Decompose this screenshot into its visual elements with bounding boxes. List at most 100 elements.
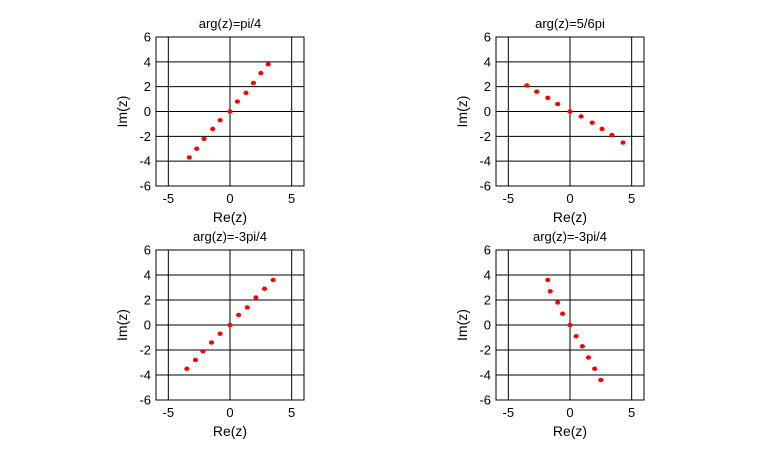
data-point [589, 120, 595, 125]
x-tick-label: 5 [628, 191, 635, 206]
data-point [579, 344, 585, 349]
x-axis-label: Re(z) [553, 423, 587, 439]
data-point [609, 132, 615, 138]
data-point [567, 109, 573, 114]
subplot-4: -6 -4 -2 0 2 4 6 -5 0 5 arg(z)=-3pi/4 Re(z) Im(z) [454, 229, 645, 439]
x-tick-label: -5 [163, 191, 175, 206]
data-point [227, 109, 233, 114]
data-point [253, 295, 259, 300]
plot-frame [155, 249, 305, 401]
y-tick-label: 6 [484, 30, 491, 45]
data-point [599, 126, 605, 132]
plot-frame [495, 249, 645, 401]
x-tick-label: 0 [566, 405, 573, 420]
data-point [184, 366, 190, 371]
x-axis-label: Re(z) [553, 209, 587, 225]
x-tick-label: -5 [503, 191, 515, 206]
y-tick-label: -6 [479, 179, 491, 194]
data-point [210, 126, 216, 132]
data-point [545, 277, 551, 283]
x-tick-label: 0 [566, 191, 573, 206]
y-axis-label: Im(z) [454, 309, 470, 341]
data-point [227, 322, 233, 328]
y-tick-label: -2 [139, 129, 151, 144]
data-point [555, 101, 561, 107]
data-point [555, 300, 561, 305]
x-tick-label: 5 [628, 405, 635, 420]
data-point [217, 331, 223, 336]
y-tick-label: 0 [144, 318, 151, 333]
y-axis-label: Im(z) [454, 96, 470, 128]
data-point [620, 140, 626, 145]
x-axis-label: Re(z) [213, 423, 247, 439]
y-tick-label: 2 [484, 293, 491, 308]
data-point [258, 70, 264, 76]
y-tick-label: -4 [479, 154, 491, 169]
data-point [200, 349, 206, 354]
data-point [578, 114, 584, 119]
y-tick-label: -2 [479, 129, 491, 144]
subplot-title: arg(z)=-3pi/4 [533, 229, 607, 244]
subplot-2: -6 -4 -2 0 2 4 6 -5 0 5 arg(z)=5/6pi Re(z) Im(z) [454, 16, 645, 225]
data-point [598, 377, 604, 383]
data-point [217, 117, 223, 123]
plot-frame [495, 36, 645, 187]
y-tick-label: 2 [144, 79, 151, 94]
data-point [208, 340, 215, 345]
y-tick-label: -6 [139, 179, 151, 194]
x-tick-label: -5 [503, 405, 515, 420]
data-point [201, 136, 207, 142]
y-tick-label: 2 [484, 79, 491, 94]
y-tick-label: 4 [144, 54, 151, 69]
x-tick-label: 0 [226, 191, 233, 206]
x-axis-label: Re(z) [213, 209, 247, 225]
data-point [261, 286, 268, 291]
data-point [270, 277, 276, 283]
y-tick-label: 4 [144, 268, 151, 283]
data-point [192, 357, 199, 363]
x-tick-label: 0 [226, 405, 233, 420]
y-tick-label: 6 [484, 243, 491, 258]
data-point [244, 305, 250, 310]
data-point [524, 83, 530, 88]
data-point [243, 90, 249, 96]
y-tick-label: -6 [139, 393, 151, 408]
y-tick-label: 4 [484, 54, 491, 69]
x-tick-label: -5 [163, 405, 175, 420]
data-point [567, 322, 573, 328]
y-tick-label: 6 [144, 243, 151, 258]
data-point [560, 311, 566, 316]
subplot-title: arg(z)=-3pi/4 [193, 229, 267, 244]
y-tick-label: -2 [479, 343, 491, 358]
subplot-title: arg(z)=pi/4 [199, 16, 262, 31]
y-tick-label: 4 [484, 268, 491, 283]
data-point [234, 99, 240, 104]
data-point [573, 334, 579, 339]
data-point [534, 89, 540, 94]
data-point [250, 80, 257, 86]
y-tick-label: -2 [139, 343, 151, 358]
y-tick-label: -4 [139, 368, 151, 383]
y-tick-label: 2 [144, 293, 151, 308]
subplot-3: -6 -4 -2 0 2 4 6 -5 0 5 arg(z)=-3pi/4 Re(z) Im(z) [114, 229, 305, 439]
y-tick-label: -4 [479, 368, 491, 383]
subplot-title: arg(z)=5/6pi [535, 16, 605, 31]
y-tick-label: 0 [144, 104, 151, 119]
data-point [585, 355, 592, 360]
data-point [592, 366, 598, 371]
data-point [194, 146, 200, 151]
plot-frame [155, 36, 305, 187]
y-tick-label: -4 [139, 154, 151, 169]
y-tick-label: -6 [479, 393, 491, 408]
data-point [186, 155, 192, 160]
y-tick-label: 6 [144, 30, 151, 45]
data-point [547, 289, 553, 294]
data-point [236, 312, 242, 318]
x-tick-label: 5 [288, 405, 295, 420]
y-axis-label: Im(z) [114, 96, 130, 128]
subplot-1: -6 -4 -2 0 2 4 6 -5 0 5 arg(z)=pi/4 Re(z) Im(z) [114, 16, 305, 225]
x-tick-label: 5 [288, 191, 295, 206]
data-point [265, 62, 271, 67]
y-axis-label: Im(z) [114, 309, 130, 341]
